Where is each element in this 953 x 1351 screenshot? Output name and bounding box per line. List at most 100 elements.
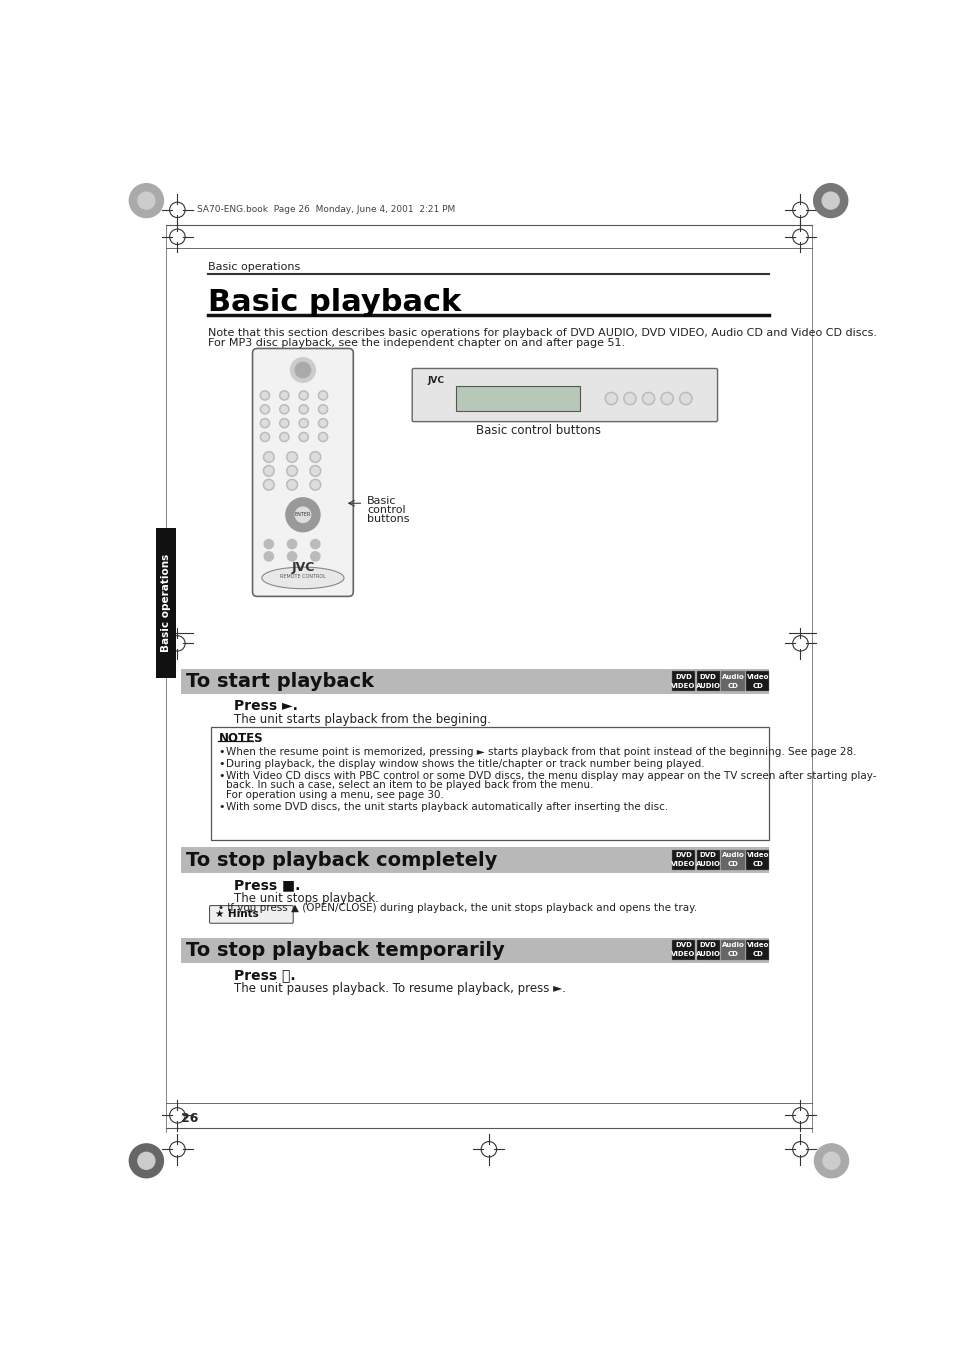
- Circle shape: [279, 432, 289, 442]
- Circle shape: [298, 405, 308, 413]
- Bar: [181, 938, 769, 963]
- Circle shape: [821, 192, 839, 209]
- Circle shape: [294, 362, 311, 378]
- Text: back. In such a case, select an item to be played back from the menu.: back. In such a case, select an item to …: [226, 781, 593, 790]
- Text: NOTES: NOTES: [218, 732, 263, 744]
- FancyBboxPatch shape: [210, 905, 293, 923]
- Text: DVD: DVD: [675, 852, 691, 858]
- Text: CD: CD: [752, 861, 762, 867]
- Circle shape: [300, 420, 307, 426]
- Text: The unit stops playback.: The unit stops playback.: [233, 892, 378, 905]
- Circle shape: [298, 432, 308, 442]
- Text: VIDEO: VIDEO: [671, 682, 695, 689]
- Text: Basic operations: Basic operations: [161, 554, 171, 653]
- Text: VIDEO: VIDEO: [671, 951, 695, 958]
- Circle shape: [298, 419, 308, 428]
- Bar: [720, 940, 744, 959]
- Circle shape: [311, 481, 319, 489]
- Circle shape: [300, 392, 307, 399]
- Text: • If you press ▲ (OPEN/CLOSE) during playback, the unit stops playback and opens: • If you press ▲ (OPEN/CLOSE) during pla…: [218, 902, 697, 913]
- Text: DVD: DVD: [700, 852, 716, 858]
- Text: Press ►.: Press ►.: [233, 698, 297, 713]
- Bar: [156, 528, 175, 678]
- Text: AUDIO: AUDIO: [695, 951, 720, 958]
- FancyBboxPatch shape: [253, 349, 353, 596]
- Circle shape: [288, 481, 295, 489]
- Text: The unit pauses playback. To resume playback, press ►.: The unit pauses playback. To resume play…: [233, 982, 565, 996]
- Circle shape: [311, 453, 319, 461]
- Circle shape: [287, 551, 296, 561]
- Circle shape: [661, 394, 671, 403]
- Circle shape: [137, 192, 154, 209]
- Text: Press ■.: Press ■.: [233, 878, 300, 892]
- Text: SA70-ENG.book  Page 26  Monday, June 4, 2001  2:21 PM: SA70-ENG.book Page 26 Monday, June 4, 20…: [196, 205, 455, 215]
- Circle shape: [680, 394, 690, 403]
- Text: DVD: DVD: [675, 674, 691, 680]
- Circle shape: [604, 392, 617, 405]
- Text: CD: CD: [752, 951, 762, 958]
- Circle shape: [311, 539, 319, 549]
- Circle shape: [291, 358, 315, 382]
- Text: DVD: DVD: [700, 674, 716, 680]
- Bar: [745, 671, 769, 692]
- Circle shape: [261, 434, 268, 440]
- Circle shape: [660, 392, 673, 405]
- Circle shape: [288, 453, 295, 461]
- Text: With some DVD discs, the unit starts playback automatically after inserting the : With some DVD discs, the unit starts pla…: [226, 802, 668, 812]
- Text: ENTER: ENTER: [294, 512, 311, 517]
- Text: Audio: Audio: [720, 674, 743, 680]
- Circle shape: [261, 407, 268, 412]
- Bar: [720, 850, 744, 870]
- Text: JVC: JVC: [291, 561, 314, 574]
- Circle shape: [319, 407, 326, 412]
- Text: •: •: [218, 802, 225, 812]
- Circle shape: [310, 480, 320, 490]
- Text: •: •: [218, 747, 225, 757]
- Circle shape: [311, 467, 319, 474]
- Text: Press ⏸.: Press ⏸.: [233, 969, 295, 982]
- Text: DVD: DVD: [700, 943, 716, 948]
- Text: For operation using a menu, see page 30.: For operation using a menu, see page 30.: [226, 790, 443, 800]
- Circle shape: [298, 390, 308, 400]
- Circle shape: [260, 419, 270, 428]
- Text: To start playback: To start playback: [186, 671, 374, 690]
- Bar: [696, 940, 720, 959]
- Circle shape: [260, 390, 270, 400]
- Circle shape: [679, 392, 691, 405]
- Bar: [696, 671, 720, 692]
- Text: During playback, the display window shows the title/chapter or track number bein: During playback, the display window show…: [226, 759, 704, 769]
- Text: REMOTE CONTROL: REMOTE CONTROL: [279, 574, 326, 578]
- Circle shape: [310, 466, 320, 477]
- Text: When the resume point is memorized, pressing ► starts playback from that point i: When the resume point is memorized, pres…: [226, 747, 856, 757]
- Bar: [671, 850, 695, 870]
- Circle shape: [318, 432, 328, 442]
- Text: Video: Video: [746, 943, 768, 948]
- Text: VIDEO: VIDEO: [671, 861, 695, 867]
- Circle shape: [279, 390, 289, 400]
- Circle shape: [311, 551, 319, 561]
- Circle shape: [318, 419, 328, 428]
- Circle shape: [279, 405, 289, 413]
- Circle shape: [263, 466, 274, 477]
- Circle shape: [265, 481, 273, 489]
- Circle shape: [624, 394, 634, 403]
- Text: CD: CD: [727, 682, 738, 689]
- Bar: [671, 671, 695, 692]
- Circle shape: [300, 407, 307, 412]
- Text: Audio: Audio: [720, 943, 743, 948]
- Circle shape: [281, 434, 287, 440]
- Circle shape: [264, 539, 274, 549]
- Text: Note that this section describes basic operations for playback of DVD AUDIO, DVD: Note that this section describes basic o…: [208, 328, 877, 338]
- Circle shape: [263, 451, 274, 462]
- Circle shape: [286, 451, 297, 462]
- Text: The unit starts playback from the begining.: The unit starts playback from the begini…: [233, 713, 491, 725]
- Bar: [745, 850, 769, 870]
- Circle shape: [265, 453, 273, 461]
- Circle shape: [279, 419, 289, 428]
- Circle shape: [643, 394, 653, 403]
- Circle shape: [286, 466, 297, 477]
- Circle shape: [319, 420, 326, 426]
- Bar: [181, 847, 769, 873]
- Circle shape: [265, 467, 273, 474]
- Bar: [181, 669, 769, 694]
